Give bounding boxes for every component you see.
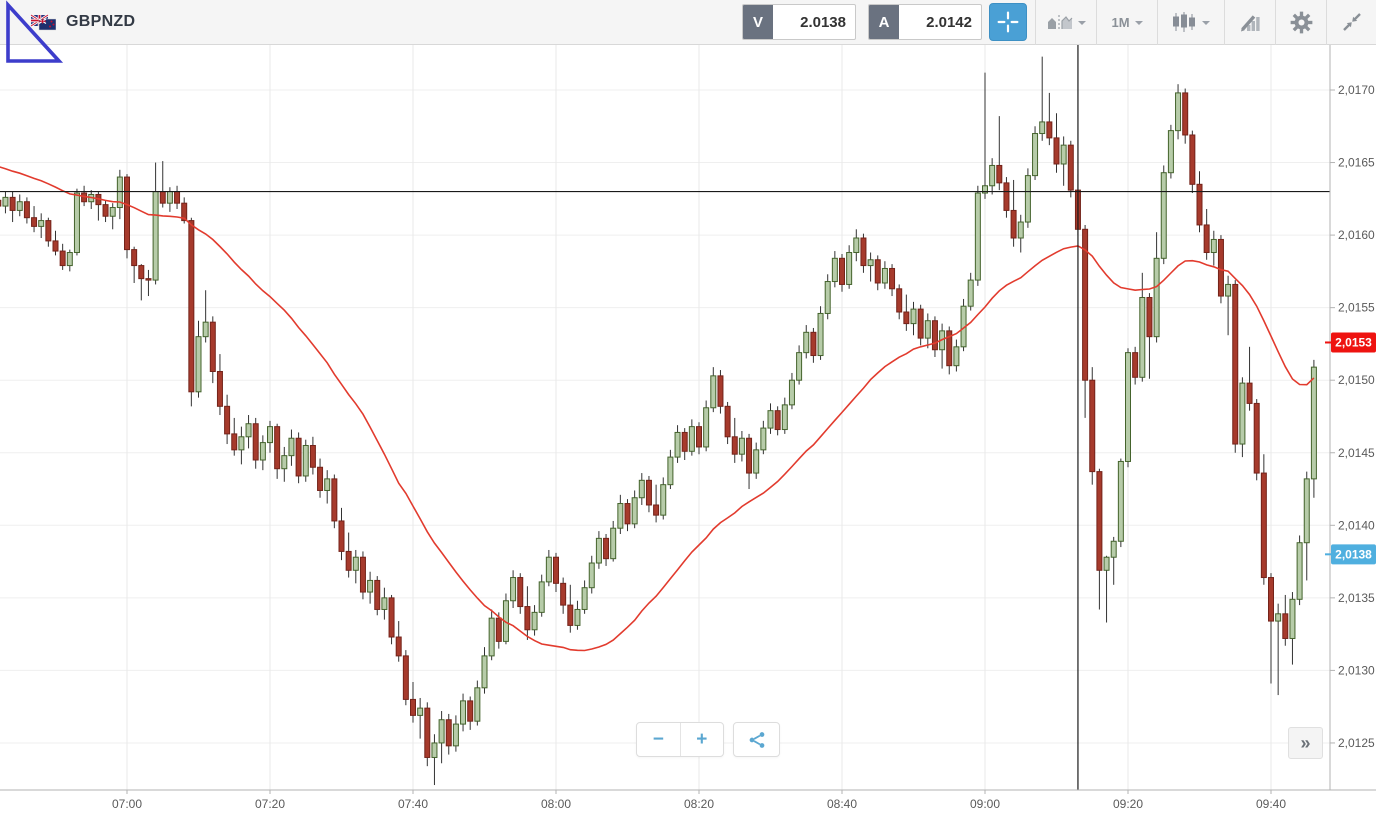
chevron-down-icon <box>1134 21 1143 25</box>
buy-button[interactable]: A 2.0142 <box>868 4 982 40</box>
svg-text:2,0150: 2,0150 <box>1338 373 1375 387</box>
zoom-out-button[interactable]: − <box>637 723 681 756</box>
settings-button[interactable] <box>1275 0 1326 45</box>
svg-text:2,0155: 2,0155 <box>1338 301 1375 315</box>
moving-average-line <box>0 166 1315 652</box>
chart-compare-button[interactable] <box>1035 0 1096 45</box>
x-axis-labels[interactable]: 07:00 07:20 07:40 08:00 08:20 08:40 09:00 09:20… <box>112 790 1286 811</box>
chart-toolbar: GBPNZD V 2.0138 A 2.0142 <box>0 0 1376 45</box>
svg-text:2,0130: 2,0130 <box>1338 663 1375 677</box>
timeframe-label: 1M <box>1111 14 1130 30</box>
candlestick-chart-icon <box>1173 12 1195 32</box>
svg-text:2,0153: 2,0153 <box>1335 335 1372 349</box>
svg-text:08:20: 08:20 <box>684 797 714 811</box>
nz-flag <box>38 17 56 30</box>
buy-tag: A <box>869 5 899 39</box>
zoom-in-button[interactable]: + <box>696 728 708 750</box>
svg-text:2,0140: 2,0140 <box>1338 518 1375 532</box>
y-axis-labels[interactable]: 2,0170 2,0165 2,0160 2,0155 2,0150 2,0145 2,01… <box>1330 83 1375 750</box>
gear-icon <box>1290 11 1312 33</box>
svg-text:07:40: 07:40 <box>398 797 428 811</box>
sell-price: 2.0138 <box>800 13 846 31</box>
compare-charts-icon <box>1047 15 1072 30</box>
timeframe-button[interactable]: 1M <box>1096 0 1157 45</box>
zoom-controls: − + <box>636 722 724 757</box>
buy-price: 2.0142 <box>926 13 972 31</box>
chevron-down-icon <box>1202 21 1210 25</box>
chart-type-button[interactable] <box>1157 0 1224 45</box>
sell-tag: V <box>743 5 773 39</box>
symbol-title: GBPNZD <box>66 13 136 30</box>
candles <box>0 56 1317 786</box>
crosshair-icon <box>997 11 1019 33</box>
svg-text:09:00: 09:00 <box>970 797 1000 811</box>
svg-text:09:20: 09:20 <box>1113 797 1143 811</box>
svg-text:07:00: 07:00 <box>112 797 142 811</box>
svg-text:08:40: 08:40 <box>827 797 857 811</box>
svg-text:2,0160: 2,0160 <box>1338 228 1375 242</box>
svg-text:2,0138: 2,0138 <box>1335 547 1372 561</box>
svg-text:07:20: 07:20 <box>255 797 285 811</box>
ma-value-badge: 2,0153 <box>1325 332 1376 353</box>
svg-text:2,0125: 2,0125 <box>1338 736 1375 750</box>
crosshair-tool-button[interactable] <box>989 3 1027 41</box>
currency-pair-flag-icon <box>30 13 56 30</box>
share-icon <box>749 731 764 748</box>
collapse-button[interactable] <box>1326 0 1376 45</box>
sell-button[interactable]: V 2.0138 <box>742 4 856 40</box>
current-price-badge: 2,0138 <box>1325 544 1376 565</box>
symbol-header: GBPNZD <box>0 13 742 31</box>
svg-text:2,0135: 2,0135 <box>1338 591 1375 605</box>
toolbar-controls: V 2.0138 A 2.0142 1M <box>742 0 1376 45</box>
price-chart[interactable]: 2,0170 2,0165 2,0160 2,0155 2,0150 2,0145 2,01… <box>0 45 1376 822</box>
svg-text:08:00: 08:00 <box>541 797 571 811</box>
chart-area[interactable]: 2,0170 2,0165 2,0160 2,0155 2,0150 2,0145 2,01… <box>0 45 1376 822</box>
svg-text:2,0145: 2,0145 <box>1338 446 1375 460</box>
share-button[interactable] <box>733 722 780 757</box>
svg-text:2,0170: 2,0170 <box>1338 83 1375 97</box>
svg-text:09:40: 09:40 <box>1256 797 1286 811</box>
collapse-arrows-icon <box>1342 13 1361 31</box>
svg-text:2,0165: 2,0165 <box>1338 156 1375 170</box>
drawing-tools-button[interactable] <box>1224 0 1275 45</box>
chevron-down-icon <box>1077 21 1086 25</box>
draw-pencil-icon <box>1241 15 1260 32</box>
expand-panel-button[interactable]: » <box>1288 727 1323 759</box>
